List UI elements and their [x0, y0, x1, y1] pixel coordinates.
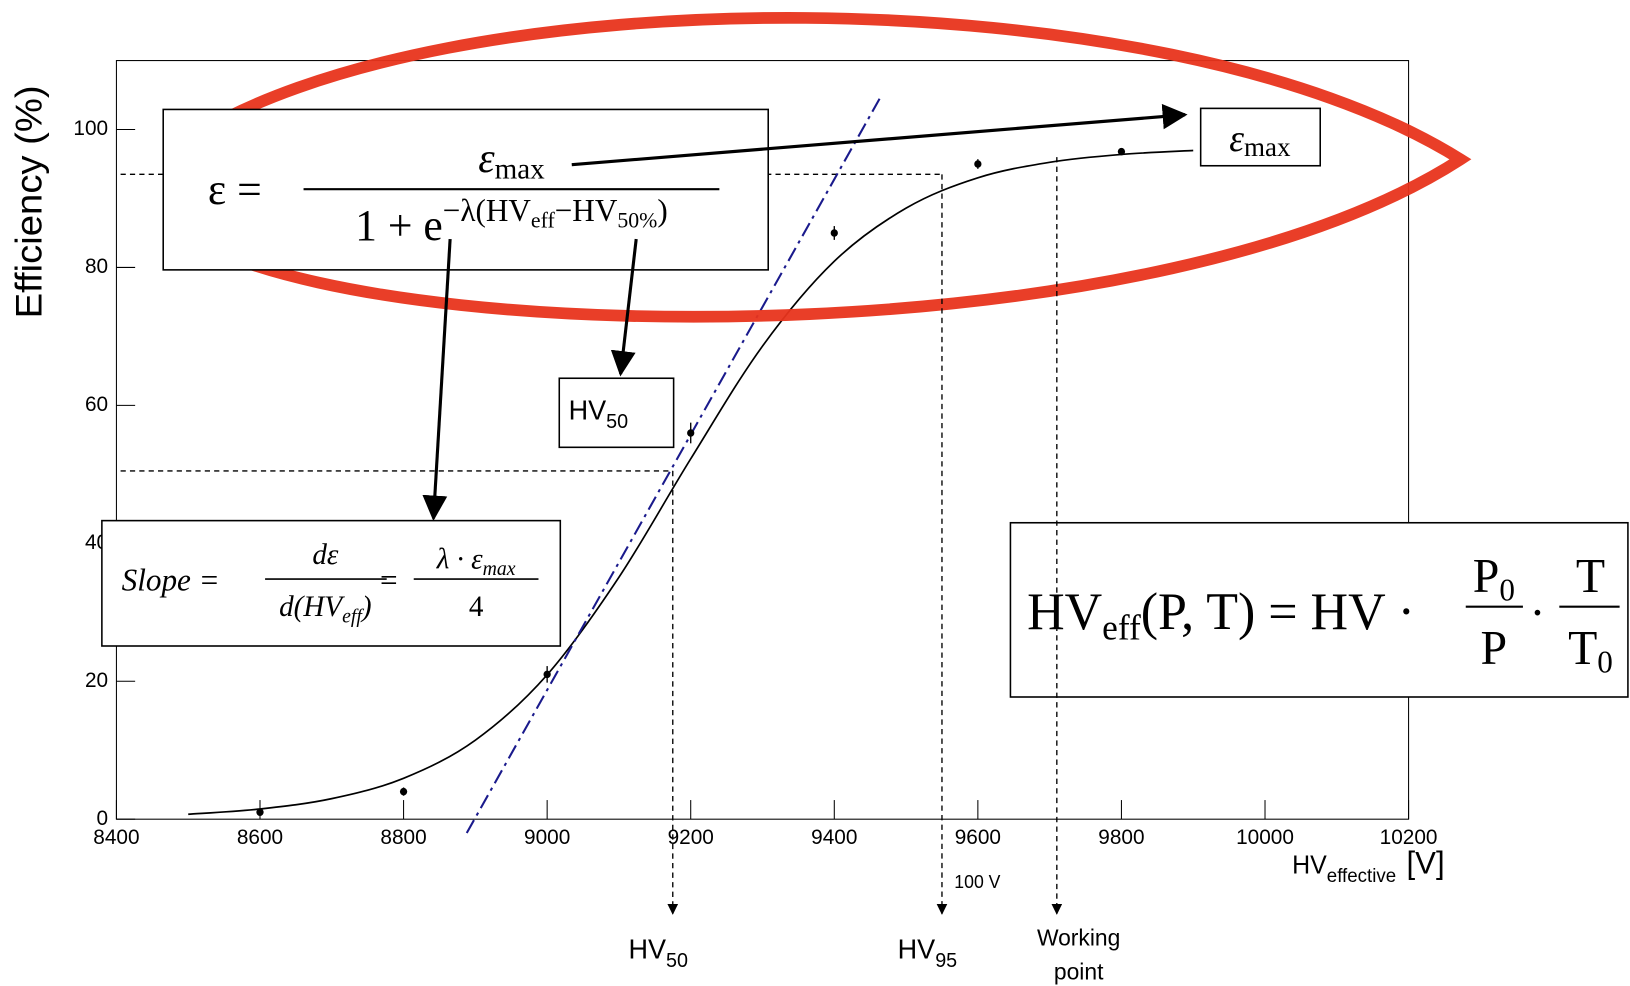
arrow [422, 238, 452, 522]
slope-den2: 4 [469, 591, 484, 623]
arrow [610, 238, 638, 377]
tangent-line [465, 94, 883, 834]
reference-label: HV50 [628, 933, 688, 972]
slope-eq: = [380, 562, 398, 597]
hveff-f2-num: T [1576, 549, 1605, 603]
fit-curve [188, 149, 1194, 816]
formula-lhs: ε = [208, 165, 262, 215]
hveff-f1-den: P [1481, 622, 1508, 676]
y-tick-label: 20 [85, 669, 108, 692]
x-tick-label: 8800 [380, 826, 426, 849]
hveff-lhs: HVeff(P, T) = HV · [1027, 583, 1415, 648]
x-tick-label: 9400 [811, 826, 857, 849]
hv50-box-label: HV50 [569, 394, 629, 433]
data-point [399, 787, 408, 796]
data-point [830, 229, 838, 237]
emax-box: εmax [1199, 107, 1321, 167]
reference-label-sub: 95 [935, 950, 957, 972]
formula-numerator: εmax [478, 136, 545, 186]
reference-label: HV95 [898, 933, 958, 972]
x-tick-label: 8600 [237, 826, 283, 849]
hveff-f1-num: P0 [1473, 549, 1515, 607]
slope-lhs: Slope = [122, 562, 220, 597]
slope-num2: λ · εmax [436, 543, 516, 580]
highlight-ellipse [176, 12, 1472, 323]
slope-num1: dε [312, 539, 338, 571]
y-tick-label: 100 [73, 117, 108, 140]
reference-label-sub: 50 [666, 950, 688, 972]
slope-formula-box: Slope = dε d(HVeff) = λ · εmax 4 [101, 519, 562, 647]
hv50-box: HV50 [558, 377, 675, 449]
reference-label-line: Working [1037, 924, 1120, 950]
hveff-dot: · [1530, 587, 1546, 641]
hveff-f2-den: T0 [1568, 622, 1613, 680]
y-tick-label: 60 [85, 393, 108, 416]
x-tick-label: 10000 [1236, 826, 1294, 849]
data-point [256, 808, 264, 817]
y-tick-label: 0 [97, 807, 109, 830]
x-tick-label: 9600 [955, 826, 1001, 849]
x-tick-label: 9800 [1098, 826, 1144, 849]
slope-den1: d(HVeff) [279, 591, 371, 628]
formula-denominator: 1 + e−λ(HVeff−HV50%) [355, 193, 668, 251]
x-axis-title: HVeffective [V] [1292, 844, 1444, 887]
reference-label-text: HV [898, 933, 936, 964]
data-point [1117, 147, 1126, 156]
x-tick-label: 10200 [1380, 826, 1438, 849]
delta-label: 100 V [954, 872, 1000, 892]
x-tick-label: 9000 [524, 826, 570, 849]
plot-frame [115, 60, 1410, 820]
efficiency-formula-box: ε = εmax 1 + e−λ(HVeff−HV50%) [162, 108, 770, 271]
x-tick-label: 8400 [93, 826, 139, 849]
y-tick-label: 80 [85, 255, 108, 278]
y-axis-title: Efficiency (%) [9, 85, 51, 318]
data-point [687, 429, 695, 437]
reference-label-text: HV [628, 933, 666, 964]
x-tick-label: 9200 [668, 826, 714, 849]
emax-label: εmax [1229, 118, 1291, 163]
arrow [571, 103, 1188, 167]
data-point [543, 670, 551, 679]
reference-label-line: point [1054, 958, 1104, 984]
hveff-formula-box: HVeff(P, T) = HV · P0 P · T T0 [1009, 521, 1629, 698]
data-point [974, 160, 982, 168]
